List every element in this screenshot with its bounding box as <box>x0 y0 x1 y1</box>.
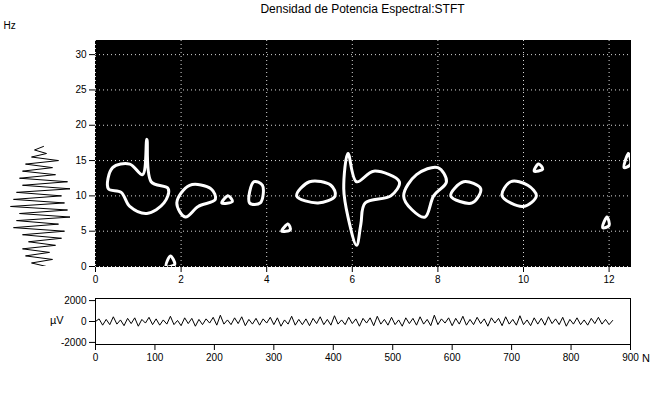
svg-text:700: 700 <box>503 352 520 363</box>
svg-text:8: 8 <box>435 274 441 285</box>
svg-text:100: 100 <box>147 352 164 363</box>
svg-text:-2000: -2000 <box>61 337 87 348</box>
svg-text:Hz: Hz <box>4 20 16 31</box>
svg-text:300: 300 <box>265 352 282 363</box>
svg-text:5: 5 <box>81 225 87 236</box>
svg-text:6: 6 <box>350 274 356 285</box>
svg-text:30: 30 <box>75 49 87 60</box>
svg-text:25: 25 <box>75 84 87 95</box>
svg-text:0: 0 <box>93 352 99 363</box>
svg-text:2000: 2000 <box>64 295 87 306</box>
svg-text:0: 0 <box>93 274 99 285</box>
html-text:N: N <box>642 352 650 364</box>
svg-text:15: 15 <box>75 155 87 166</box>
svg-text:0: 0 <box>81 261 87 272</box>
svg-text:12: 12 <box>604 274 616 285</box>
html-text:Densidad de Potencia Espectral: Densidad de Potencia Espectral:STFT <box>260 2 465 16</box>
svg-text:10: 10 <box>75 190 87 201</box>
svg-text:800: 800 <box>563 352 580 363</box>
svg-text:20: 20 <box>75 119 87 130</box>
svg-text:900: 900 <box>622 352 639 363</box>
svg-text:4: 4 <box>264 274 270 285</box>
svg-text:500: 500 <box>384 352 401 363</box>
svg-text:2: 2 <box>178 274 184 285</box>
html-text:µV: µV <box>50 314 64 326</box>
svg-text:0: 0 <box>81 316 87 327</box>
svg-text:400: 400 <box>325 352 342 363</box>
svg-text:600: 600 <box>444 352 461 363</box>
svg-text:10: 10 <box>518 274 530 285</box>
svg-text:200: 200 <box>206 352 223 363</box>
